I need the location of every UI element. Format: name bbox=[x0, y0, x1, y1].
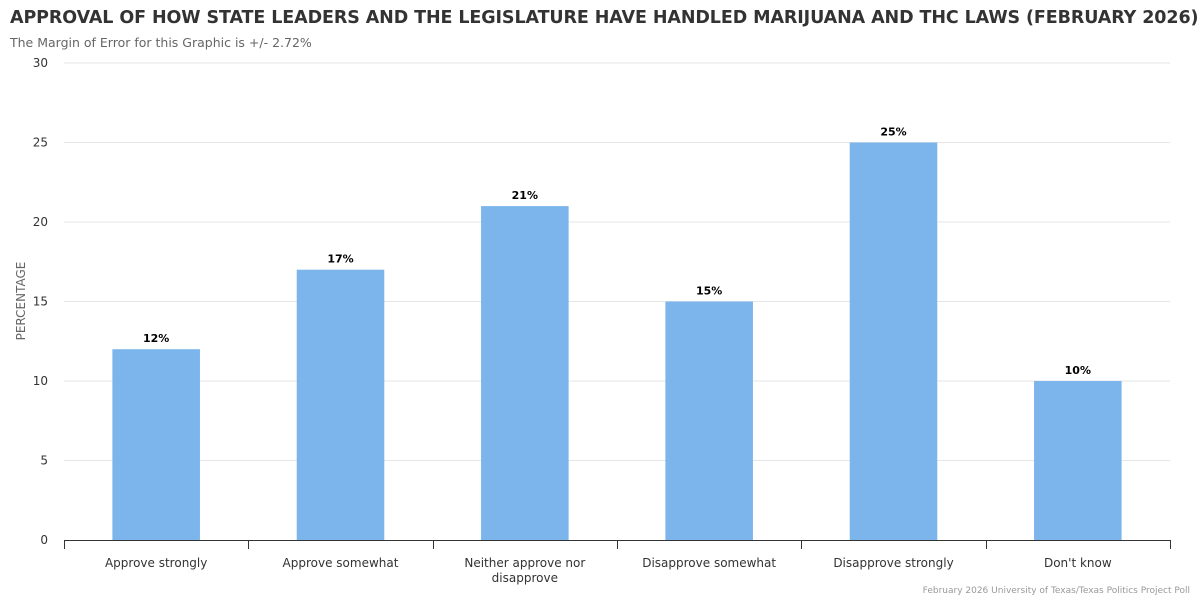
data-labels: 12% 17% 21% 15% 25% 10% bbox=[143, 126, 1091, 378]
x-tick-label: Approve somewhat bbox=[283, 556, 399, 570]
data-label: 12% bbox=[143, 332, 169, 345]
y-tick-label: 30 bbox=[33, 56, 48, 70]
x-tick-label: Neither approve nor disapprove bbox=[464, 556, 585, 585]
data-label: 17% bbox=[327, 253, 353, 266]
x-tick-label: Approve strongly bbox=[105, 556, 207, 570]
y-tick-label: 25 bbox=[33, 136, 48, 150]
y-tick-label: 5 bbox=[40, 454, 48, 468]
bar bbox=[112, 349, 200, 540]
bars bbox=[112, 142, 1122, 540]
x-tick-label-line: Approve strongly bbox=[105, 556, 207, 570]
data-label: 10% bbox=[1065, 364, 1091, 377]
bar bbox=[665, 301, 753, 540]
bar bbox=[1034, 381, 1122, 540]
data-label: 25% bbox=[880, 126, 906, 139]
x-tick-label-line: disapprove bbox=[492, 571, 558, 585]
x-tick-label-line: Disapprove somewhat bbox=[642, 556, 776, 570]
y-tick-label: 0 bbox=[40, 533, 48, 547]
chart-title: APPROVAL OF HOW STATE LEADERS AND THE LE… bbox=[10, 8, 1199, 28]
y-axis-title: PERCENTAGE bbox=[14, 262, 28, 341]
chart-subtitle: The Margin of Error for this Graphic is … bbox=[10, 35, 312, 50]
y-tick-label: 15 bbox=[33, 295, 48, 309]
x-tick-label: Disapprove strongly bbox=[833, 556, 953, 570]
data-label: 15% bbox=[696, 285, 722, 298]
x-tick-label: Disapprove somewhat bbox=[642, 556, 776, 570]
y-axis-ticks: 0 5 10 15 20 25 30 bbox=[33, 56, 48, 547]
bar bbox=[296, 269, 385, 540]
bar bbox=[849, 142, 938, 540]
x-tick-label-line: Approve somewhat bbox=[283, 556, 399, 570]
bar bbox=[481, 206, 569, 540]
x-tick-label: Don't know bbox=[1044, 556, 1112, 570]
x-tick-label-line: Neither approve nor bbox=[464, 556, 585, 570]
chart-credits: February 2026 University of Texas/Texas … bbox=[922, 586, 1190, 596]
data-label: 21% bbox=[512, 189, 538, 202]
x-tick-label-line: Don't know bbox=[1044, 556, 1112, 570]
x-axis: Approve strongly Approve somewhat Neither … bbox=[64, 540, 1171, 585]
y-tick-label: 20 bbox=[33, 215, 48, 229]
gridlines bbox=[64, 62, 1170, 461]
x-tick-label-line: Disapprove strongly bbox=[833, 556, 953, 570]
y-tick-label: 10 bbox=[33, 374, 48, 388]
